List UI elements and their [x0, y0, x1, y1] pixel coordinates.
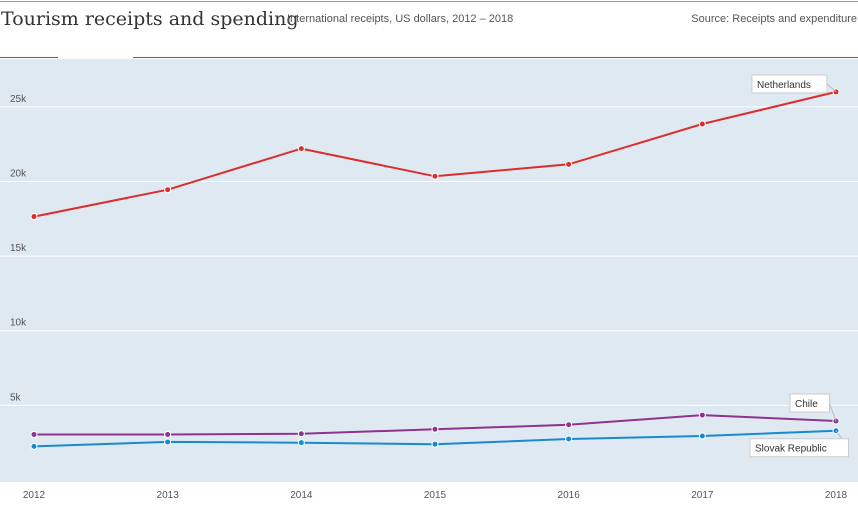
series-label-box — [751, 74, 828, 94]
data-point — [30, 430, 38, 438]
plot-background — [0, 59, 858, 482]
data-point — [565, 160, 573, 168]
tab-indicator — [58, 55, 133, 58]
label-leader — [826, 83, 837, 93]
source-link[interactable]: Source: Receipts and expenditure — [691, 13, 857, 25]
x-tick-label: 2012 — [23, 490, 46, 501]
y-tick-label: 5k — [10, 392, 22, 403]
data-point — [297, 145, 305, 153]
data-point — [698, 411, 706, 419]
data-point — [297, 439, 305, 447]
data-point — [164, 186, 172, 194]
data-point — [698, 120, 706, 128]
series-label: Netherlands — [757, 80, 811, 91]
y-tick-label: 25k — [10, 94, 27, 105]
data-point — [30, 213, 38, 221]
data-point — [297, 430, 305, 438]
x-tick-label: 2018 — [825, 490, 848, 501]
series-label-box — [749, 438, 849, 458]
series-label: Slovak Republic — [755, 444, 827, 455]
data-point — [431, 172, 439, 180]
data-point — [698, 432, 706, 440]
header-divider — [0, 57, 858, 58]
top-border — [0, 1, 858, 2]
x-tick-label: 2016 — [558, 490, 581, 501]
x-tick-label: 2013 — [157, 490, 180, 501]
label-leader — [829, 402, 837, 422]
y-tick-label: 10k — [10, 318, 27, 329]
x-tick-label: 2017 — [691, 490, 714, 501]
series-label: Chile — [795, 399, 818, 410]
data-point — [30, 442, 38, 450]
data-point — [164, 438, 172, 446]
data-point — [164, 430, 172, 438]
line-chart: 5k 10k 15k 20k 25k 2012 2013 2014 2015 2016 2017 20… — [0, 59, 858, 501]
chart-area: 5k 10k 15k 20k 25k 2012 2013 2014 2015 2016 2017 20… — [0, 59, 858, 507]
chart-subtitle: International receipts, US dollars, 2012… — [287, 13, 514, 25]
y-tick-label: 20k — [10, 168, 27, 179]
data-point — [565, 421, 573, 429]
data-point — [431, 425, 439, 433]
data-point — [565, 435, 573, 443]
data-point — [431, 440, 439, 448]
series-label-box — [789, 393, 830, 413]
chart-title: Tourism receipts and spending — [1, 8, 299, 30]
x-tick-label: 2014 — [290, 490, 313, 501]
chart-header: Tourism receipts and spending Internatio… — [0, 0, 858, 58]
x-tick-label: 2015 — [424, 490, 447, 501]
y-tick-label: 15k — [10, 243, 27, 254]
